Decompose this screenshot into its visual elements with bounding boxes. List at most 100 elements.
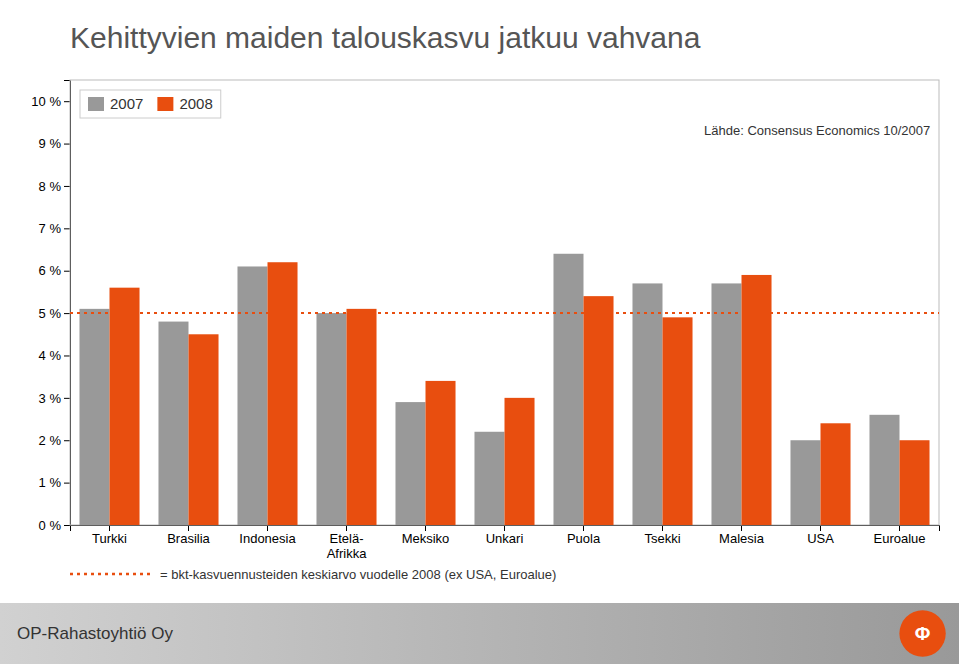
bar [189, 334, 219, 525]
bar [426, 381, 456, 525]
y-tick: 5 % [39, 306, 70, 321]
y-tick: 10 % [31, 94, 70, 109]
y-tick: 9 % [39, 136, 70, 151]
y-tick-label: 0 % [39, 518, 62, 533]
bar [158, 322, 188, 525]
bars [70, 254, 939, 525]
x-tick-label: Indonesia [239, 531, 296, 546]
x-tick-mark [899, 525, 900, 531]
x-tick-label: Puola [567, 531, 601, 546]
bar [316, 313, 346, 525]
bar-series [110, 262, 930, 525]
y-tick-label: 7 % [39, 221, 62, 236]
y-tick-mark [64, 355, 70, 356]
legend-frame [80, 90, 221, 118]
bar [900, 440, 930, 525]
y-tick: 0 % [39, 518, 70, 533]
y-tick: 7 % [39, 221, 70, 236]
y-tick-mark [64, 101, 70, 102]
x-tick-mark [662, 525, 663, 531]
y-tick: 3 % [39, 391, 70, 406]
bar [505, 398, 535, 525]
y-tick-label: 9 % [39, 136, 62, 151]
annotation: Lähde: Consensus Economics 10/2007 [704, 123, 930, 138]
x-tick: Meksiko [402, 525, 450, 546]
legend: 20072008 [80, 90, 221, 118]
bar-series [79, 254, 899, 525]
title: Kehittyvien maiden talouskasvu jatkuu va… [70, 21, 701, 54]
x-tick-mark [583, 525, 584, 531]
x-tick-label: Malesia [719, 531, 765, 546]
x-tick-mark [267, 525, 268, 531]
footer-bar [0, 603, 959, 664]
footer-text: OP-Rahastoyhtiö Oy [17, 624, 173, 643]
y-tick-label: 6 % [39, 263, 62, 278]
bar [79, 309, 109, 525]
y-tick-mark [64, 228, 70, 229]
legend-swatch [157, 97, 173, 111]
y-tick-mark [64, 398, 70, 399]
y-tick-label: 1 % [39, 475, 62, 490]
y-tick-mark [64, 186, 70, 187]
y-tick-label: 5 % [39, 306, 62, 321]
x-tick: Tsekki [644, 525, 680, 546]
x-tick: Indonesia [239, 525, 296, 546]
bar [711, 283, 741, 525]
x-tick-label: Euroalue [873, 531, 925, 546]
y-tick: 6 % [39, 263, 70, 278]
x-tick-label: Turkki [92, 531, 127, 546]
bar [869, 415, 899, 525]
chart: Kehittyvien maiden talouskasvu jatkuu va… [0, 0, 959, 664]
y-tick-label: 10 % [31, 94, 61, 109]
y-tick: 1 % [39, 475, 70, 490]
logo-text: Φ [915, 623, 931, 644]
x-tick: Etelä-Afrikka [327, 525, 368, 561]
bar [663, 317, 693, 525]
y-tick-label: 2 % [39, 433, 62, 448]
bar [790, 440, 820, 525]
y-tick: 8 % [39, 179, 70, 194]
x-tick-mark [425, 525, 426, 531]
bar [584, 296, 614, 525]
x-tick-mark [109, 525, 110, 531]
y-axis: 0 % 1 % 2 % 3 % 4 % 5 % 6 % 7 % 8 % 9 % 10 % [31, 81, 70, 533]
x-tick-mark [504, 525, 505, 531]
x-tick: Turkki [92, 525, 127, 546]
x-tick: Unkari [486, 525, 524, 546]
bar [347, 309, 377, 525]
bar [395, 402, 425, 525]
bar [474, 432, 504, 525]
x-axis-line [71, 526, 940, 532]
bar [553, 254, 583, 525]
x-tick-mark [820, 525, 821, 531]
x-tick: Malesia [719, 525, 765, 546]
reference-line [70, 312, 939, 314]
bar [110, 288, 140, 525]
y-tick-label: 3 % [39, 391, 62, 406]
bar [268, 262, 298, 525]
x-tick-mark [188, 525, 189, 531]
y-tick-mark [64, 313, 70, 314]
x-tick-mark [346, 525, 347, 531]
y-tick-mark [64, 483, 70, 484]
plot-frame [70, 80, 939, 525]
x-tick-label: Meksiko [402, 531, 450, 546]
y-tick-label: 4 % [39, 348, 62, 363]
x-tick: Brasilia [167, 525, 210, 546]
legend-label: 2007 [110, 95, 143, 112]
x-tick-label: Etelä-Afrikka [327, 531, 368, 561]
y-tick: 4 % [39, 348, 70, 363]
x-axis: Turkki Brasilia Indonesia Etelä-Afrikka Meks… [71, 525, 940, 561]
x-tick: Euroalue [873, 525, 925, 546]
y-tick-label: 8 % [39, 179, 62, 194]
y-tick: 2 % [39, 433, 70, 448]
y-tick-mark [64, 271, 70, 272]
x-tick-label: Unkari [486, 531, 524, 546]
y-tick-mark [64, 525, 70, 526]
x-tick-mark [741, 525, 742, 531]
x-tick-label: USA [807, 531, 834, 546]
x-tick-label: Tsekki [644, 531, 680, 546]
bar [237, 266, 267, 525]
plot-area: 0 % 1 % 2 % 3 % 4 % 5 % 6 % 7 % 8 % 9 % 10 % Turkki… [31, 80, 939, 561]
legend-swatch [88, 97, 104, 111]
